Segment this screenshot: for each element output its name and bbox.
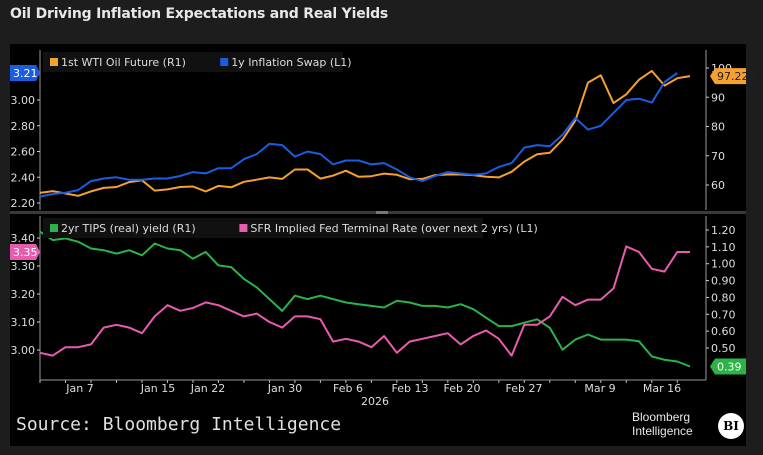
x-tick-label: Mar 16 [643,382,681,395]
top-legend-swatch-1 [220,58,228,66]
bottom-left-value-tag-text: 3.35 [13,246,38,259]
bottom-legend-label-1: SFR Implied Fed Terminal Rate (over next… [250,222,537,235]
bottom-left-tick-label: 3.10 [11,316,36,329]
bottom-series-line-1 [40,246,690,355]
bottom-right-tick-label: 0.60 [711,325,736,338]
chart-svg: 2.202.402.602.803.00607080901001st WTI O… [0,0,763,455]
x-tick-label: Feb 20 [444,382,481,395]
x-tick-label: Feb 6 [333,382,363,395]
top-left-tick-label: 2.20 [11,197,36,210]
top-left-tick-label: 2.40 [11,171,36,184]
bottom-right-tick-label: 1.20 [711,224,736,237]
top-right-tick-label: 70 [711,150,725,163]
bottom-legend-swatch-0 [50,224,58,232]
top-right-value-tag-text: 97.220 [717,70,756,83]
top-right-tick-label: 90 [711,91,725,104]
source-note: Source: Bloomberg Intelligence [16,414,341,435]
top-series-line-1 [40,73,677,197]
bottom-left-tick-label: 3.40 [11,232,36,245]
x-tick-label: Jan 7 [65,382,93,395]
x-tick-label: Feb 13 [392,382,429,395]
x-tick-label: Jan 15 [140,382,175,395]
top-left-tick-label: 2.80 [11,120,36,133]
bottom-left-tick-label: 3.30 [11,260,36,273]
top-left-tick-label: 3.00 [11,94,36,107]
top-series-line-0 [40,71,690,196]
bottom-left-tick-label: 3.00 [11,344,36,357]
bottom-right-value-tag-text: 0.39 [717,361,742,374]
x-tick-label: Jan 22 [190,382,225,395]
x-tick-label: Feb 27 [506,382,543,395]
logo-line1: Bloomberg [632,410,693,424]
top-left-tick-label: 2.60 [11,146,36,159]
x-year-label: 2026 [361,395,389,408]
bottom-right-tick-label: 1.10 [711,241,736,254]
top-right-tick-label: 60 [711,179,725,192]
bottom-left-tick-label: 3.20 [11,288,36,301]
bottom-legend-swatch-1 [239,224,247,232]
bottom-right-tick-label: 0.50 [711,342,736,355]
x-tick-label: Mar 9 [584,382,615,395]
top-right-tick-label: 80 [711,121,725,134]
x-tick-label: Jan 30 [267,382,302,395]
bottom-right-tick-label: 0.90 [711,275,736,288]
top-legend-label-1: 1y Inflation Swap (L1) [231,56,351,69]
bi-badge-icon: BI [718,413,744,439]
bottom-legend-label-0: 2yr TIPS (real) yield (R1) [61,222,196,235]
panel-divider-handle [376,211,388,214]
top-legend-swatch-0 [50,58,58,66]
bottom-right-tick-label: 0.80 [711,291,736,304]
bottom-right-tick-label: 0.70 [711,308,736,321]
top-left-value-tag-text: 3.21 [13,67,38,80]
bottom-right-tick-label: 1.00 [711,258,736,271]
logo-line2: Intelligence [632,424,693,438]
bloomberg-intelligence-logo: Bloomberg Intelligence [632,410,693,438]
top-legend-label-0: 1st WTI Oil Future (R1) [61,56,186,69]
